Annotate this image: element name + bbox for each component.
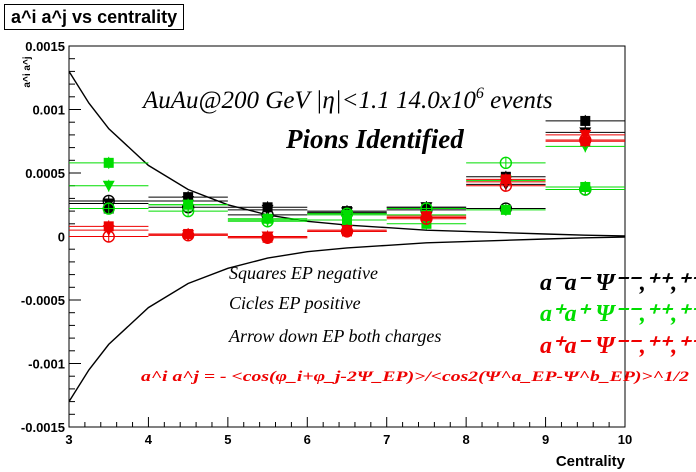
data-point-square xyxy=(500,204,511,215)
x-tick-label: 6 xyxy=(304,432,311,447)
data-point-triangle xyxy=(102,225,115,237)
key-plus-minus: a⁺a⁻ Ψ⁻⁻,⁺⁺,⁺⁻ xyxy=(540,333,696,359)
data-point-triangle xyxy=(182,199,195,211)
y-tick-label: 0.001 xyxy=(32,103,65,118)
data-point-triangle xyxy=(261,214,274,226)
x-tick-label: 10 xyxy=(618,432,632,447)
x-axis-label: Centrality xyxy=(556,453,626,470)
y-axis-label: a^i a^j xyxy=(22,56,33,87)
key-plus-plus: a⁺a⁺ Ψ⁻⁻,⁺⁺,⁺⁻ xyxy=(540,301,696,327)
data-point-square xyxy=(580,115,591,126)
y-tick-label: -0.001 xyxy=(28,357,65,372)
x-tick-label: 8 xyxy=(463,432,470,447)
envelope-curve-upper xyxy=(68,71,626,237)
data-point-circle xyxy=(499,156,513,170)
series-key: a⁻a⁻ Ψ⁻⁻,⁺⁺,⁺⁻ a⁺a⁺ Ψ⁻⁻,⁺⁺,⁺⁻ a⁺a⁻ Ψ⁻⁻,⁺… xyxy=(540,270,696,359)
data-point-triangle xyxy=(102,180,115,192)
x-tick-label: 5 xyxy=(224,432,231,447)
x-tick-label: 9 xyxy=(542,432,549,447)
formula: a^i a^j = - <cos(φ_i+φ_j-2Ψ_EP)>/<cos2(Ψ… xyxy=(141,369,690,385)
data-point-triangle xyxy=(579,129,592,141)
legend-notes: Squares EP negative Cicles EP positive A… xyxy=(141,263,690,385)
envelope-curve-lower xyxy=(68,236,626,402)
legend-circles: Cicles EP positive xyxy=(229,293,361,313)
header-line-2: Pions Identified xyxy=(285,124,464,154)
data-markers xyxy=(69,114,625,244)
y-tick-label: 0.0015 xyxy=(25,39,65,54)
data-point-square xyxy=(103,157,114,168)
x-tick-label: 3 xyxy=(65,432,72,447)
x-tick-label: 4 xyxy=(145,432,153,447)
header-exponent: 6 xyxy=(476,85,484,102)
y-tick-label: 0.0005 xyxy=(25,166,65,181)
y-tick-label: 0 xyxy=(58,230,65,245)
legend-arrows: Arrow down EP both charges xyxy=(228,326,441,346)
data-point-circle xyxy=(102,202,115,215)
data-point-triangle xyxy=(420,212,433,224)
data-point-triangle xyxy=(341,209,353,221)
data-point-triangle xyxy=(182,230,195,242)
key-minus-minus: a⁻a⁻ Ψ⁻⁻,⁺⁺,⁺⁻ xyxy=(540,270,696,296)
envelope-curves xyxy=(68,71,626,402)
header-text: AuAu@200 GeV |η|<1.1 14.0x10 xyxy=(141,87,476,114)
y-tick-label: -0.0015 xyxy=(21,420,65,435)
chart-title-box: a^i a^j vs centrality xyxy=(4,4,185,30)
data-point-triangle xyxy=(261,231,274,243)
annotation-header: AuAu@200 GeV |η|<1.1 14.0x106 events Pio… xyxy=(141,85,553,154)
chart-title: a^i a^j vs centrality xyxy=(11,6,178,27)
y-tick-label: -0.0005 xyxy=(21,293,65,308)
data-point-triangle xyxy=(261,204,274,216)
header-tail: events xyxy=(484,87,553,114)
axes: 3 4 5 6 7 8 9 10 -0.0015 -0.001 -0.0005 0 0.0005 0.00… xyxy=(21,39,632,447)
header-line-1: AuAu@200 GeV |η|<1.1 14.0x106 events xyxy=(141,85,553,114)
legend-squares: Squares EP negative xyxy=(229,263,378,283)
data-point-triangle xyxy=(341,225,353,237)
data-point-circle xyxy=(579,183,592,196)
data-point-triangle xyxy=(499,176,512,188)
x-tick-label: 7 xyxy=(383,432,390,447)
